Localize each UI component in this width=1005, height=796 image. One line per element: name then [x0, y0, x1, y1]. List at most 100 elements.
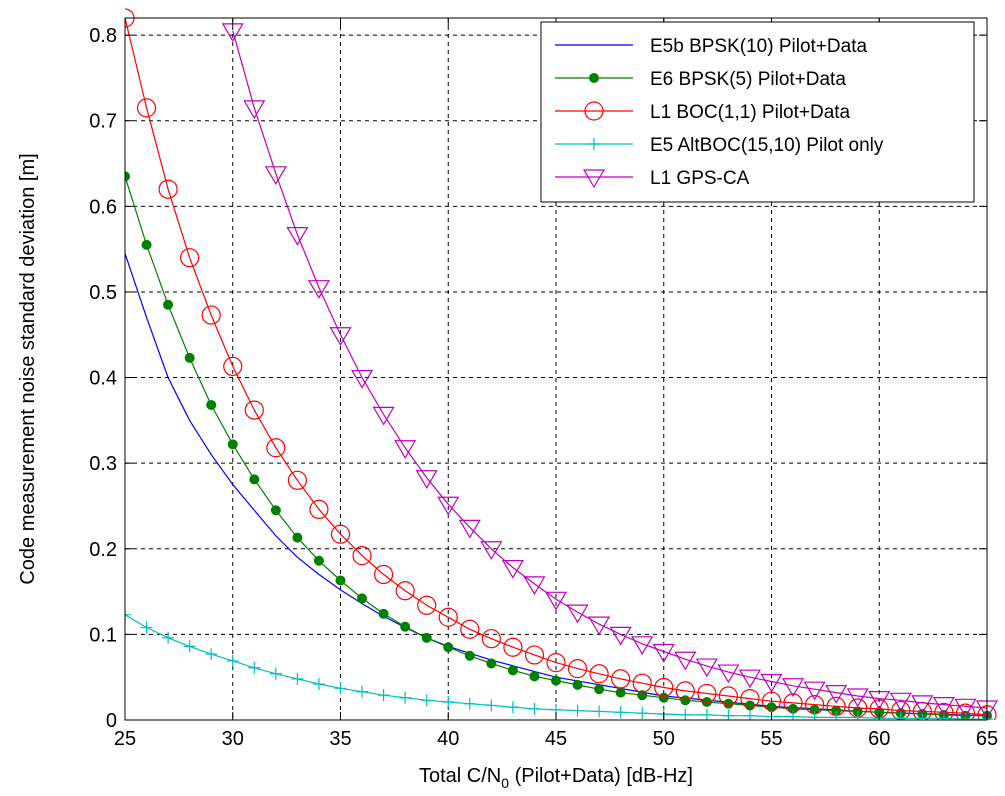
data-point [136, 98, 157, 118]
data-point [674, 651, 697, 671]
data-point [636, 707, 649, 720]
data-point [158, 179, 178, 199]
data-point [481, 629, 501, 649]
data-point [572, 679, 583, 690]
series-line [125, 253, 988, 717]
data-point [400, 621, 411, 632]
x-tick-label: 25 [114, 728, 136, 750]
x-axis-title: Total C/N0 (Pilot+Data) [dB-Hz] [419, 765, 693, 791]
data-point [589, 73, 599, 83]
data-point [932, 696, 955, 716]
data-point [438, 607, 458, 627]
data-point [486, 658, 497, 669]
x-axis-title-subscript: 0 [501, 775, 509, 791]
data-point [524, 645, 545, 665]
data-point [269, 667, 282, 680]
data-point [911, 695, 934, 715]
data-point [718, 686, 739, 706]
data-point [415, 470, 438, 489]
data-point [501, 560, 524, 579]
data-point [637, 690, 648, 701]
data-point [351, 369, 374, 389]
data-point [744, 700, 755, 711]
data-point [395, 581, 415, 601]
data-point [374, 564, 394, 585]
data-point [399, 691, 412, 704]
data-point [529, 671, 540, 682]
data-point [286, 226, 309, 246]
data-point [287, 470, 307, 490]
grid [125, 18, 987, 720]
y-axis-title: Code measurement noise standard deviatio… [17, 153, 39, 584]
data-point [507, 665, 518, 676]
ticks [124, 18, 988, 721]
series-line [125, 17, 988, 716]
legend-entry: E5b BPSK(10) Pilot+Data [555, 36, 867, 57]
data-point [652, 643, 675, 663]
legend-entry: E6 BPSK(5) Pilot+Data [555, 69, 846, 90]
x-tick-label: 35 [329, 728, 351, 750]
data-point [675, 681, 695, 701]
y-tick-label: 0.3 [89, 453, 117, 475]
series-1 [125, 253, 988, 717]
series-5 [221, 23, 999, 720]
x-tick-labels: 25 30 35 40 45 50 55 60 65 [114, 728, 998, 750]
data-point [787, 710, 800, 720]
data-point [503, 637, 523, 657]
data-point [184, 352, 195, 363]
data-point [740, 688, 760, 709]
x-tick-label: 30 [222, 728, 244, 750]
data-point [162, 631, 175, 644]
y-tick-label: 0.1 [89, 624, 117, 646]
data-point [589, 664, 609, 684]
data-point [205, 648, 218, 661]
data-point [594, 684, 605, 695]
data-point [611, 669, 631, 689]
data-point [889, 692, 912, 712]
data-point [803, 681, 826, 701]
data-point [357, 593, 368, 604]
x-tick-label: 65 [976, 728, 998, 750]
data-point [307, 280, 330, 299]
data-point [264, 166, 287, 185]
data-point [571, 704, 584, 717]
data-point [377, 689, 390, 702]
x-tick-label: 40 [437, 728, 459, 750]
data-point [458, 519, 481, 539]
data-point [313, 555, 324, 566]
data-point [582, 169, 606, 189]
data-point [955, 703, 976, 720]
legend-box [540, 21, 975, 203]
data-point [163, 299, 174, 310]
y-tick-label: 0.2 [89, 539, 117, 561]
legend-label: E6 BPSK(5) Pilot+Data [650, 69, 846, 90]
data-point [180, 248, 200, 268]
data-point [335, 575, 346, 586]
data-point [830, 711, 843, 720]
x-tick-label: 50 [653, 728, 675, 750]
data-point [141, 239, 152, 250]
data-point [223, 356, 243, 377]
data-point [851, 711, 864, 720]
data-point [631, 636, 654, 655]
y-tick-label: 0.5 [89, 282, 117, 304]
data-point [615, 687, 626, 698]
y-tick-labels: 0 0.1 0.2 0.3 0.4 0.5 0.6 0.7 0.8 [89, 25, 117, 732]
data-point [679, 708, 692, 720]
data-point [934, 702, 954, 720]
legend-label: E5b BPSK(10) Pilot+Data [650, 36, 867, 57]
data-point [551, 675, 561, 686]
data-point [372, 406, 395, 426]
data-point [125, 171, 130, 182]
x-tick-label: 55 [760, 728, 782, 750]
y-tick-label: 0.7 [89, 111, 117, 133]
data-point [309, 499, 329, 519]
data-point [485, 699, 498, 712]
data-point [738, 669, 761, 689]
data-point [270, 505, 281, 516]
data-point [632, 673, 652, 693]
data-point [334, 682, 347, 695]
legend-entry: L1 BOC(1,1) Pilot+Data [555, 101, 851, 123]
legend-label: L1 BOC(1,1) Pilot+Data [650, 102, 851, 123]
data-point [292, 532, 303, 543]
